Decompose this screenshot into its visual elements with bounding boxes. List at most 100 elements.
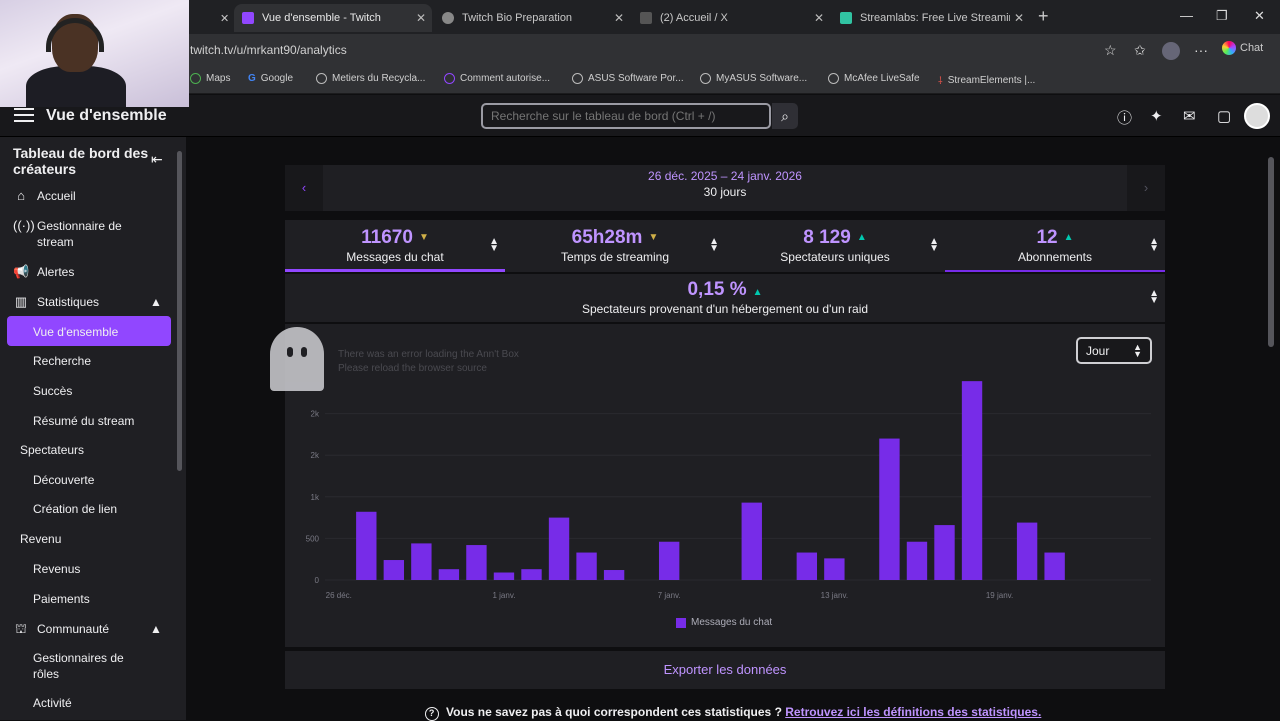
previous-period-chevron-icon[interactable]: ‹	[285, 165, 323, 211]
bookmark-google[interactable]: G Google	[248, 73, 293, 84]
sidebar-item-vue[interactable]: Vue d'ensemble	[33, 325, 119, 339]
favorite-star-icon[interactable]: ☆	[1104, 42, 1117, 58]
globe-icon	[572, 73, 583, 84]
tab-close-icon[interactable]: ✕	[415, 11, 426, 25]
maps-icon	[190, 73, 201, 84]
address-bar: twitch.tv/u/mrkant90/analytics ☆ ✩ ··· C…	[0, 34, 1280, 66]
minimize-icon[interactable]: —	[1180, 8, 1193, 23]
stat-tile-subscriptions[interactable]: 12 ▲ Abonnements ▲ ▼	[945, 220, 1165, 272]
copilot-button[interactable]: Chat	[1222, 41, 1263, 55]
new-tab-icon[interactable]: +	[1038, 6, 1049, 26]
sidebar-item-paiements[interactable]: Paiements	[33, 592, 90, 606]
chart-bar[interactable]	[438, 569, 460, 580]
chart-bar[interactable]	[521, 569, 542, 580]
chart-bar[interactable]	[603, 570, 625, 580]
whispers-icon[interactable]: ▢	[1217, 108, 1232, 125]
chart-bar[interactable]	[411, 543, 432, 580]
maximize-icon[interactable]: ❐	[1216, 8, 1228, 23]
chart-bar[interactable]	[658, 541, 680, 580]
sort-icon[interactable]: ▲ ▼	[709, 236, 719, 254]
copilot-icon	[1222, 41, 1236, 55]
sort-icon[interactable]: ▲ ▼	[489, 236, 499, 254]
chart-bar[interactable]	[548, 517, 570, 580]
chart-bar[interactable]	[741, 502, 762, 580]
sidebar-item-gestionnaire[interactable]: ((·)) Gestionnaire de stream	[13, 218, 133, 250]
date-range-selector: ‹ 26 déc. 2025 – 24 janv. 2026 30 jours …	[285, 165, 1165, 211]
sidebar-scrollbar[interactable]	[177, 151, 182, 471]
chart-bar[interactable]	[961, 381, 983, 580]
period-select[interactable]: Jour ▲ ▼	[1076, 337, 1152, 364]
sidebar-item-creation-lien[interactable]: Création de lien	[33, 502, 118, 516]
bookmark-metiers[interactable]: Metiers du Recycla...	[316, 73, 425, 84]
sidebar-item-accueil[interactable]: ⌂ Accueil	[13, 188, 76, 204]
sort-icon[interactable]: ▲ ▼	[929, 236, 939, 254]
help-icon[interactable]: ⓘ	[1117, 110, 1133, 127]
chart-bar[interactable]	[879, 438, 900, 580]
sidebar-item-revenus[interactable]: Revenus	[33, 562, 81, 576]
sidebar-item-resume[interactable]: Résumé du stream	[33, 414, 135, 428]
bookmark-myasus[interactable]: MyASUS Software...	[700, 73, 807, 84]
chart-bar[interactable]	[796, 552, 818, 580]
sort-icon[interactable]: ▲ ▼	[1149, 288, 1159, 306]
sparkle-icon[interactable]: ✦	[1150, 108, 1163, 125]
stat-tile-raid[interactable]: 0,15 % ▲ Spectateurs provenant d'un héber…	[285, 274, 1165, 322]
chart-bar[interactable]	[383, 560, 405, 580]
prev-tab-close-icon[interactable]: ✕	[220, 12, 230, 25]
sidebar-item-recherche[interactable]: Recherche	[33, 354, 92, 368]
chart-bar[interactable]	[466, 545, 487, 580]
stats-definitions-link[interactable]: Retrouvez ici les définitions des statis…	[785, 705, 1042, 719]
stat-tile-unique-viewers[interactable]: 8 129 ▲ Spectateurs uniques ▲ ▼	[725, 220, 945, 272]
menu-icon[interactable]	[14, 108, 34, 122]
bookmark-streamelements[interactable]: ⸸ StreamElements |...	[938, 73, 1035, 88]
search-icon[interactable]: ⌕	[772, 103, 798, 129]
chart-bar[interactable]	[824, 558, 845, 580]
sidebar-item-statistiques[interactable]: ▥ Statistiques ▲	[13, 294, 173, 310]
chart-bar[interactable]	[1044, 552, 1065, 580]
sidebar-item-succes[interactable]: Succès	[33, 384, 73, 398]
sidebar-item-communaute[interactable]: ⛫ Communauté ▲	[13, 621, 173, 637]
sidebar-item-vue-active[interactable]	[7, 316, 171, 346]
sidebar-item-decouverte[interactable]: Découverte	[33, 473, 95, 487]
inbox-icon[interactable]: ✉	[1183, 108, 1196, 125]
stat-tile-streaming-time[interactable]: 65h28m ▼ Temps de streaming ▲ ▼	[505, 220, 725, 272]
sidebar-item-activite[interactable]: Activité	[33, 696, 72, 710]
next-period-chevron-icon[interactable]: ›	[1127, 165, 1165, 211]
favorites-icon[interactable]: ✩	[1134, 42, 1146, 58]
main-content: ‹ 26 déc. 2025 – 24 janv. 2026 30 jours …	[186, 137, 1280, 721]
url-field[interactable]: twitch.tv/u/mrkant90/analytics	[190, 43, 347, 57]
legend-swatch	[676, 617, 686, 628]
x-tick-label: 7 janv.	[658, 591, 681, 600]
window-close-icon[interactable]: ✕	[1254, 8, 1265, 23]
chart-bar[interactable]	[906, 541, 928, 580]
chart-bar[interactable]	[356, 511, 377, 580]
more-icon[interactable]: ···	[1194, 42, 1208, 58]
stat-tile-messages[interactable]: 11670 ▼ Messages du chat ▲ ▼	[285, 220, 505, 272]
avatar[interactable]	[1244, 103, 1270, 129]
sidebar-item-gestionnaires-roles[interactable]: Gestionnaires de rôles	[33, 651, 124, 681]
page-scrollbar[interactable]	[1268, 157, 1274, 347]
sidebar-item-alertes[interactable]: 📢 Alertes	[13, 264, 74, 280]
tab-streamlabs[interactable]: Streamlabs: Free Live Streaming & ✕	[832, 4, 1030, 32]
tab-close-icon[interactable]: ✕	[613, 11, 624, 25]
bookmark-mcafee[interactable]: McAfee LiveSafe	[828, 73, 920, 84]
bookmark-label: ASUS Software Por...	[588, 73, 684, 84]
bookmark-asus[interactable]: ASUS Software Por...	[572, 73, 684, 84]
tab-x-home[interactable]: (2) Accueil / X ✕	[632, 4, 830, 32]
tab-bio-preparation[interactable]: Twitch Bio Preparation ✕	[434, 4, 630, 32]
sort-icon[interactable]: ▲ ▼	[1149, 236, 1159, 254]
chart-bar[interactable]	[576, 552, 597, 580]
collapse-sidebar-icon[interactable]: ⇤	[151, 151, 163, 167]
chart-bar[interactable]	[934, 525, 955, 580]
chart-bar[interactable]	[1016, 522, 1038, 580]
trend-up-icon: ▲	[752, 287, 763, 298]
export-data-button[interactable]: Exporter les données	[285, 651, 1165, 689]
bookmark-maps[interactable]: Maps	[190, 73, 230, 84]
chart-bar[interactable]	[493, 572, 515, 580]
tab-twitch-analytics[interactable]: Vue d'ensemble - Twitch ✕	[234, 4, 432, 32]
tab-close-icon[interactable]: ✕	[813, 11, 824, 25]
dashboard-search-input[interactable]	[481, 103, 771, 129]
bookmark-comment[interactable]: Comment autorise...	[444, 73, 550, 84]
tab-close-icon[interactable]: ✕	[1013, 11, 1024, 25]
profile-icon[interactable]	[1162, 42, 1180, 60]
sidebar-item-label: Alertes	[37, 265, 75, 279]
